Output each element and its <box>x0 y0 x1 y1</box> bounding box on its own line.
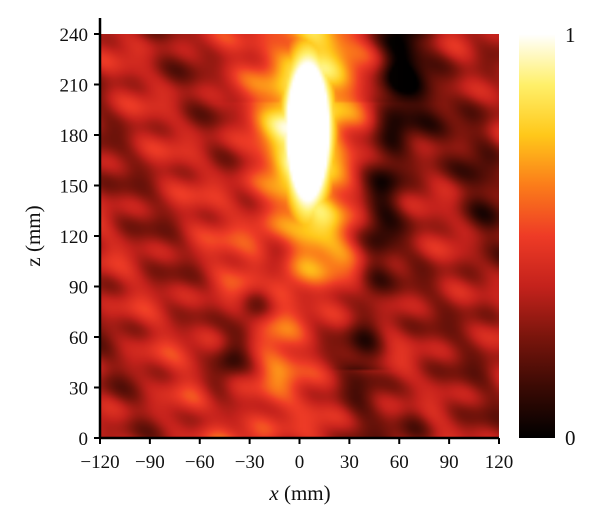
y-tick-label: 120 <box>60 227 89 248</box>
x-axis-label-var: x <box>268 481 279 505</box>
axes: −120 −90 −60 −30 0 30 60 90 120 0 30 60 90 120 150 180… <box>60 18 513 473</box>
y-tick-label: 60 <box>69 328 88 349</box>
x-tick-label: 90 <box>440 452 459 473</box>
y-tick-label: 90 <box>69 278 88 299</box>
y-axis-ticks: 0 30 60 90 120 150 180 210 240 <box>60 25 100 450</box>
x-tick-label: −60 <box>185 452 215 473</box>
x-tick-label: −90 <box>135 452 165 473</box>
heatmap-image <box>100 34 499 438</box>
x-tick-label: −30 <box>235 452 265 473</box>
y-tick-label: 210 <box>60 76 89 97</box>
x-tick-label: 60 <box>390 452 409 473</box>
x-tick-label: 30 <box>340 452 359 473</box>
y-tick-label: 0 <box>79 429 89 450</box>
colorbar-gradient <box>519 34 555 438</box>
y-axis-label: z (mm) <box>21 205 45 266</box>
heatmap-plot-area <box>100 34 499 438</box>
x-axis-label: x (mm) <box>268 481 330 505</box>
x-axis-ticks: −120 −90 −60 −30 0 30 60 90 120 <box>80 438 513 473</box>
x-tick-label: 0 <box>295 452 305 473</box>
y-tick-label: 30 <box>69 379 88 400</box>
colorbar-min-label: 0 <box>565 426 576 450</box>
y-tick-label: 150 <box>60 177 89 198</box>
y-tick-label: 180 <box>60 126 89 147</box>
x-tick-label: −120 <box>80 452 119 473</box>
x-axis-label-unit: (mm) <box>279 481 331 505</box>
y-tick-label: 240 <box>60 25 89 46</box>
colorbar: 1 0 <box>519 23 576 450</box>
x-tick-label: 120 <box>485 452 514 473</box>
colorbar-max-label: 1 <box>565 23 576 47</box>
